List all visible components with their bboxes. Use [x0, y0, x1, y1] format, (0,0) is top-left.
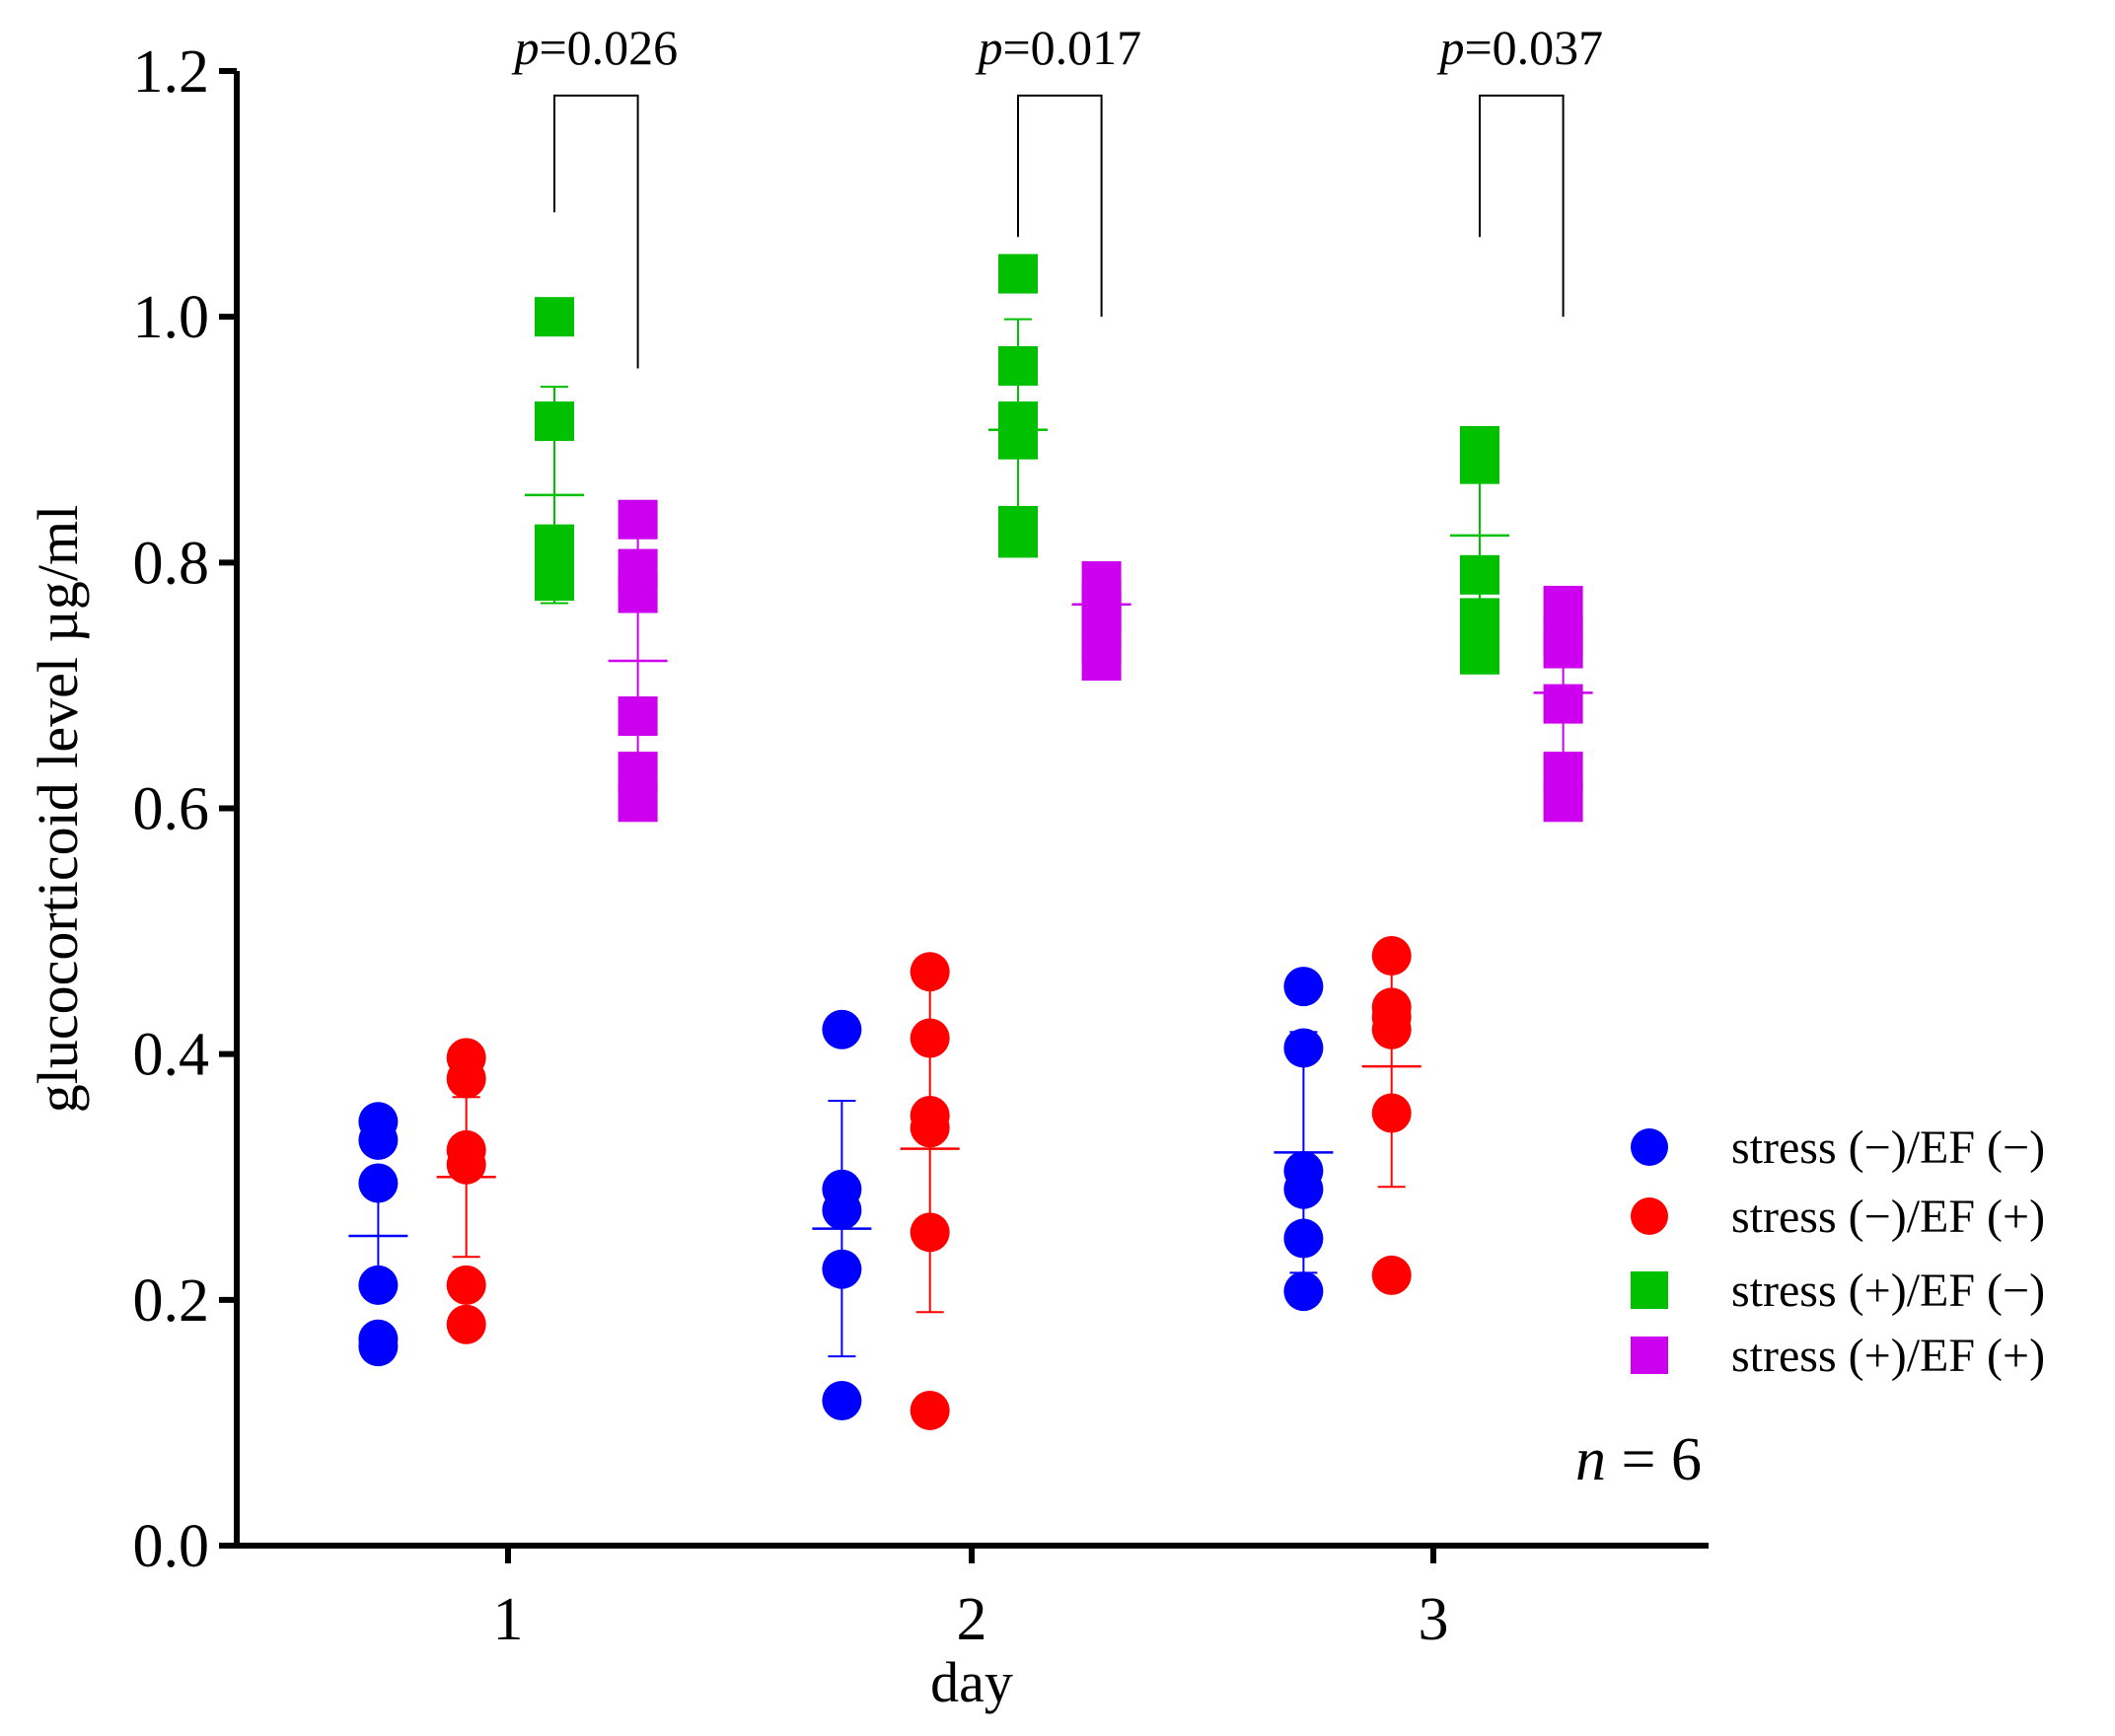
data-point — [618, 499, 658, 540]
y-tick-label: 0.4 — [133, 1022, 210, 1089]
sample-size-symbol: n — [1575, 1426, 1606, 1493]
legend-label: stress (−)/EF (−) — [1731, 1121, 2045, 1174]
data-point — [358, 1120, 399, 1160]
data-point — [535, 561, 574, 602]
legend-label: stress (+)/EF (+) — [1731, 1330, 2045, 1382]
data-point — [998, 253, 1038, 294]
data-point — [1543, 628, 1583, 669]
data-point — [535, 297, 574, 337]
p-value-symbol: p — [975, 20, 1002, 75]
legend-label: stress (−)/EF (+) — [1731, 1191, 2045, 1243]
legend-marker — [1631, 1197, 1668, 1235]
y-tick-label: 0.8 — [133, 530, 210, 597]
significance-bracket — [1479, 94, 1565, 318]
legend-label: stress (+)/EF (−) — [1731, 1265, 2045, 1317]
data-point — [1543, 684, 1583, 724]
legend: stress (−)/EF (−) stress (−)/EF (+) stress… — [1631, 1121, 2045, 1382]
data-point — [1460, 554, 1499, 595]
y-tick-label: 1.0 — [133, 284, 210, 351]
data-point — [822, 1009, 862, 1049]
p-value-number: =0.026 — [539, 20, 678, 75]
data-point — [822, 1190, 862, 1230]
data-point — [910, 1108, 950, 1148]
legend-marker — [1631, 1337, 1668, 1374]
data-point — [535, 401, 574, 442]
p-value-label: p=0.037 — [1436, 20, 1603, 75]
sample-size-value: = 6 — [1606, 1426, 1702, 1493]
x-axis-title: day — [930, 1650, 1013, 1714]
data-points — [358, 253, 1583, 1430]
x-tick-label: 1 — [493, 1586, 524, 1653]
legend-marker — [1631, 1128, 1668, 1166]
data-point — [358, 1327, 399, 1367]
p-value-symbol: p — [511, 20, 539, 75]
significance-bracket — [1017, 94, 1103, 318]
y-tick-label: 0.0 — [133, 1513, 210, 1580]
data-point — [1283, 1218, 1324, 1259]
data-point — [618, 696, 658, 737]
y-tick-label: 0.6 — [133, 776, 210, 843]
data-point — [1543, 782, 1583, 823]
p-value-number: =0.037 — [1464, 20, 1603, 75]
data-point — [446, 1265, 486, 1305]
data-point — [1283, 1169, 1324, 1209]
data-point — [358, 1265, 399, 1305]
data-point — [1081, 641, 1122, 681]
legend-marker — [1631, 1271, 1668, 1309]
data-point — [910, 1018, 950, 1058]
data-point — [618, 573, 658, 614]
data-point — [446, 1144, 486, 1185]
data-point — [998, 419, 1038, 460]
sample-size-annotation: n = 6 — [1575, 1426, 1702, 1493]
data-point — [1460, 634, 1499, 675]
y-tick-label: 1.2 — [133, 38, 210, 106]
significance-bracket — [553, 94, 639, 369]
data-point — [998, 518, 1038, 558]
data-point — [1371, 1255, 1412, 1295]
data-point — [998, 346, 1038, 386]
data-point — [910, 952, 950, 992]
p-value-number: =0.017 — [1002, 20, 1141, 75]
data-point — [1283, 1028, 1324, 1068]
data-point — [1371, 1009, 1412, 1049]
data-point — [446, 1304, 486, 1344]
data-point — [358, 1163, 399, 1203]
error-bars — [348, 318, 1593, 1358]
data-point — [1460, 444, 1499, 484]
x-tick-label: 3 — [1419, 1586, 1449, 1653]
data-point — [910, 1390, 950, 1430]
x-ticks: 1 2 3 — [493, 1546, 1449, 1653]
y-ticks: 0.0 0.2 0.4 0.6 0.8 1.0 1.2 — [133, 38, 237, 1580]
p-value-label: p=0.026 — [511, 20, 678, 75]
y-tick-label: 0.2 — [133, 1267, 210, 1335]
data-point — [822, 1380, 862, 1420]
data-point — [1371, 1093, 1412, 1133]
y-axis-title: glucocorticoid level µg/ml — [26, 505, 90, 1113]
data-point — [1283, 1271, 1324, 1312]
data-point — [822, 1249, 862, 1289]
data-point — [910, 1212, 950, 1253]
data-point — [1283, 967, 1324, 1007]
data-point — [1371, 936, 1412, 976]
p-value-symbol: p — [1436, 20, 1464, 75]
x-tick-label: 2 — [957, 1586, 987, 1653]
data-point — [446, 1058, 486, 1099]
p-value-label: p=0.017 — [975, 20, 1141, 75]
data-point — [618, 782, 658, 823]
significance-brackets: p=0.026 p=0.017 p=0.037 — [511, 20, 1603, 369]
